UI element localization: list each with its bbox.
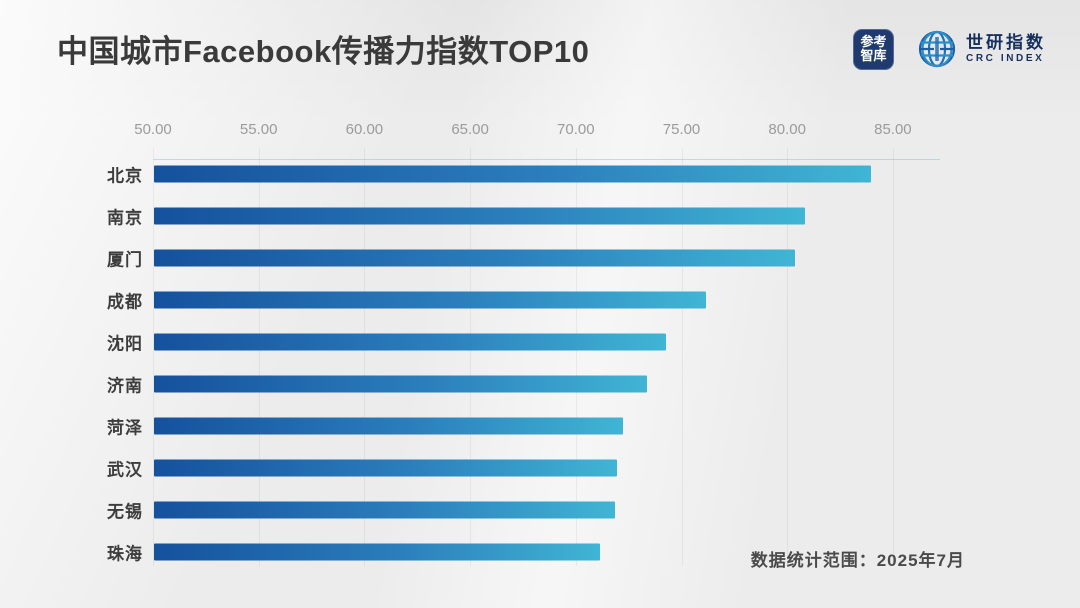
category-label: 无锡 — [107, 502, 143, 522]
crc-index-logo: 世研指数 CRC INDEX — [916, 28, 1046, 70]
gridline — [787, 148, 789, 566]
bar-珠海 — [154, 543, 601, 561]
gridline — [681, 148, 683, 566]
crc-index-logo-text: 世研指数 CRC INDEX — [966, 34, 1046, 64]
bar-北京 — [154, 165, 871, 183]
cankao-zhiku-logo-line1: 参考 — [860, 34, 887, 49]
x-tick-label: 50.00 — [134, 121, 172, 138]
category-label: 济南 — [107, 376, 143, 396]
crc-index-name-en: CRC INDEX — [966, 53, 1045, 64]
plot-top-border — [153, 159, 940, 160]
cankao-zhiku-logo-line2: 智库 — [860, 48, 887, 63]
x-tick-label: 60.00 — [345, 121, 384, 138]
gridline — [364, 148, 366, 566]
bar-武汉 — [154, 459, 617, 477]
gridline — [892, 148, 894, 566]
x-tick-label: 55.00 — [239, 121, 278, 138]
bar-厦门 — [154, 249, 795, 267]
category-label: 菏泽 — [107, 418, 143, 438]
gridline — [153, 148, 154, 566]
globe-icon — [916, 28, 958, 70]
cankao-zhiku-logo: 参考 智库 — [853, 28, 894, 70]
x-tick-label: 65.00 — [451, 121, 489, 138]
bar-沈阳 — [154, 333, 666, 351]
category-label: 成都 — [107, 292, 143, 312]
bar-成都 — [154, 291, 706, 309]
category-label: 武汉 — [107, 460, 143, 480]
logo-group: 参考 智库 世研指数 — [853, 28, 1046, 70]
x-tick-label: 75.00 — [662, 121, 701, 138]
bar-济南 — [154, 375, 647, 393]
crc-index-name-cn: 世研指数 — [966, 33, 1046, 52]
gridline — [575, 148, 577, 566]
category-label: 沈阳 — [107, 334, 143, 354]
bar-菏泽 — [154, 417, 624, 435]
page-title: 中国城市Facebook传播力指数TOP10 — [57, 34, 590, 69]
category-label: 珠海 — [107, 544, 143, 564]
gridline — [470, 148, 472, 566]
category-label: 北京 — [107, 166, 143, 186]
x-tick-label: 85.00 — [874, 121, 912, 138]
bar-无锡 — [154, 501, 615, 519]
bar-南京 — [154, 207, 806, 225]
x-tick-label: 70.00 — [557, 121, 595, 138]
category-label: 南京 — [107, 208, 143, 228]
data-range-note: 数据统计范围：2025年7月 — [750, 551, 965, 570]
x-tick-label: 80.00 — [768, 121, 806, 138]
gridline — [258, 148, 260, 566]
category-label: 厦门 — [107, 250, 143, 270]
